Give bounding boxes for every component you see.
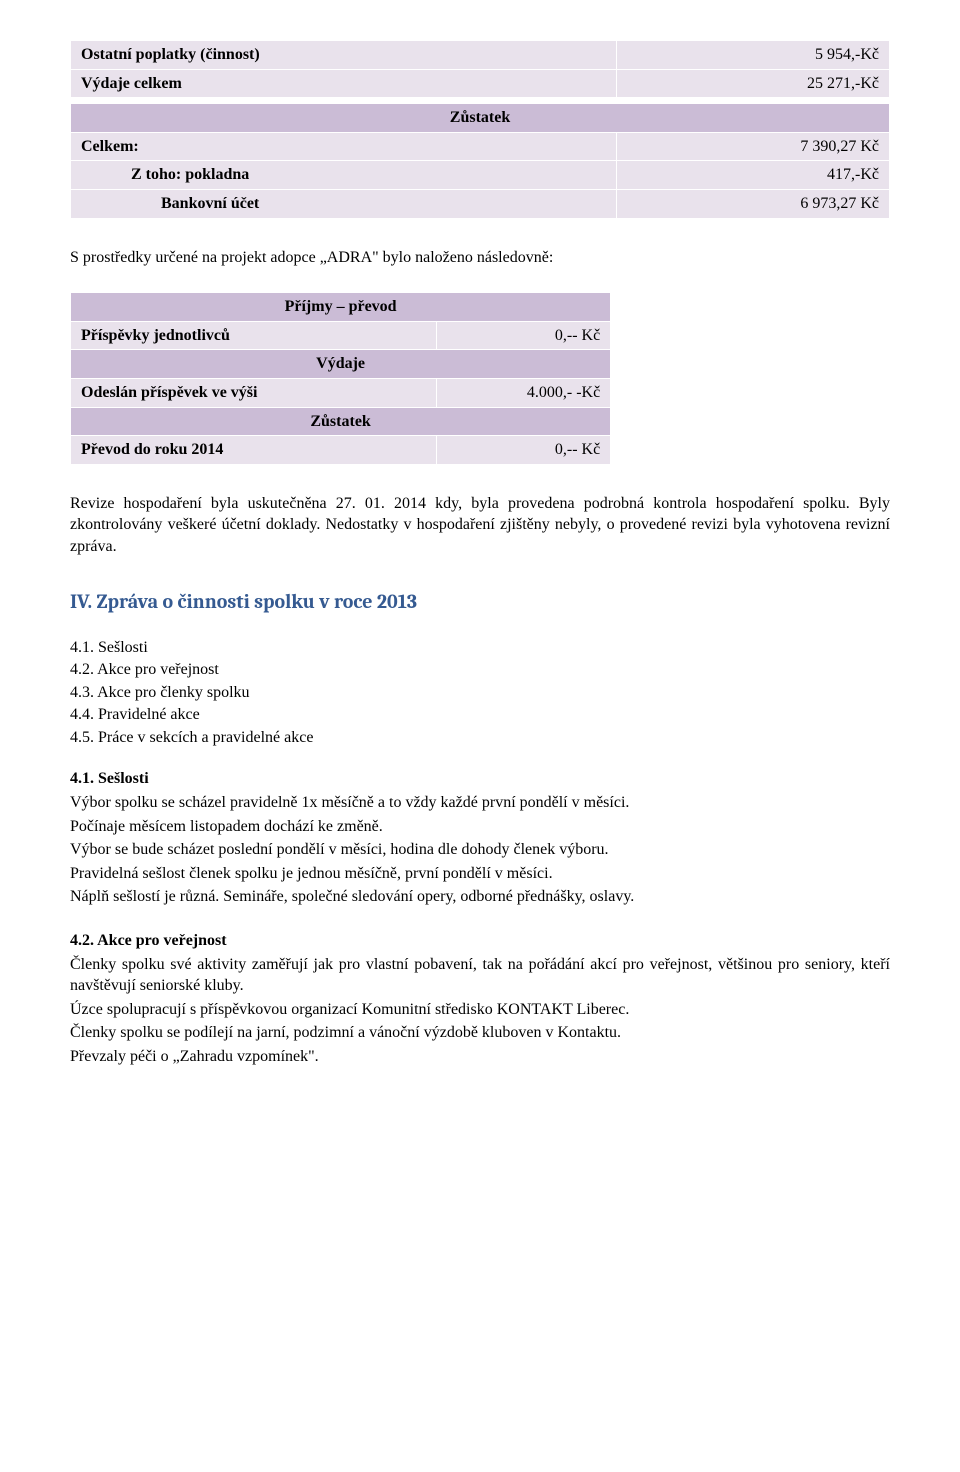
paragraph-audit: Revize hospodaření byla uskutečněna 27. … <box>70 493 890 558</box>
table-label-cell: Převod do roku 2014 <box>71 436 437 465</box>
table-label-cell: Bankovní účet <box>71 189 617 218</box>
body-line: Počínaje měsícem listopadem dochází ke z… <box>70 816 890 838</box>
toc-item: 4.2. Akce pro veřejnost <box>70 659 890 681</box>
body-line: Výbor se bude scházet poslední pondělí v… <box>70 839 890 861</box>
body-line: Náplň sešlostí je různá. Semináře, spole… <box>70 886 890 908</box>
table-value-cell: 4.000,- -Kč <box>436 378 611 407</box>
toc-item: 4.3. Akce pro členky spolku <box>70 682 890 704</box>
table-label-cell: Z toho: pokladna <box>71 161 617 190</box>
table-label-cell: Ostatní poplatky (činnost) <box>71 41 617 70</box>
body-line: Převzaly péči o „Zahradu vzpomínek". <box>70 1046 890 1068</box>
financial-table-2: Příjmy – převodPříspěvky jednotlivců0,--… <box>70 292 611 465</box>
section-iv-toc: 4.1. Sešlosti4.2. Akce pro veřejnost4.3.… <box>70 637 890 749</box>
table-value-cell: 0,-- Kč <box>436 436 611 465</box>
table-label-cell: Celkem: <box>71 132 617 161</box>
subsection-4-2: 4.2. Akce pro veřejnost Členky spolku sv… <box>70 930 890 1068</box>
paragraph-adra-intro: S prostředky určené na projekt adopce „A… <box>70 247 890 269</box>
body-line: Pravidelná sešlost členek spolku je jedn… <box>70 863 890 885</box>
body-line: Členky spolku své aktivity zaměřují jak … <box>70 954 890 997</box>
table-label-cell: Příspěvky jednotlivců <box>71 321 437 350</box>
table-label-cell: Odeslán příspěvek ve výši <box>71 378 437 407</box>
table-label-cell: Výdaje celkem <box>71 69 617 98</box>
section-iv-title: IV. Zpráva o činnosti spolku v roce 2013 <box>70 588 890 615</box>
table-value-cell: 7 390,27 Kč <box>617 132 890 161</box>
toc-item: 4.1. Sešlosti <box>70 637 890 659</box>
body-line: Úzce spolupracují s příspěvkovou organiz… <box>70 999 890 1021</box>
toc-item: 4.5. Práce v sekcích a pravidelné akce <box>70 727 890 749</box>
subsection-4-1: 4.1. Sešlosti Výbor spolku se scházel pr… <box>70 768 890 908</box>
table-value-cell: 5 954,-Kč <box>617 41 890 70</box>
table-header-cell: Zůstatek <box>71 104 890 133</box>
subsection-4-1-heading: 4.1. Sešlosti <box>70 768 890 790</box>
table-header-cell: Příjmy – převod <box>71 293 611 322</box>
toc-item: 4.4. Pravidelné akce <box>70 704 890 726</box>
table-value-cell: 0,-- Kč <box>436 321 611 350</box>
financial-table-1: Ostatní poplatky (činnost)5 954,-KčVýdaj… <box>70 40 890 219</box>
table-header-cell: Výdaje <box>71 350 611 379</box>
body-line: Členky spolku se podílejí na jarní, podz… <box>70 1022 890 1044</box>
subsection-4-2-heading: 4.2. Akce pro veřejnost <box>70 930 890 952</box>
table-value-cell: 417,-Kč <box>617 161 890 190</box>
table-value-cell: 25 271,-Kč <box>617 69 890 98</box>
table-header-cell: Zůstatek <box>71 407 611 436</box>
body-line: Výbor spolku se scházel pravidelně 1x mě… <box>70 792 890 814</box>
table-value-cell: 6 973,27 Kč <box>617 189 890 218</box>
